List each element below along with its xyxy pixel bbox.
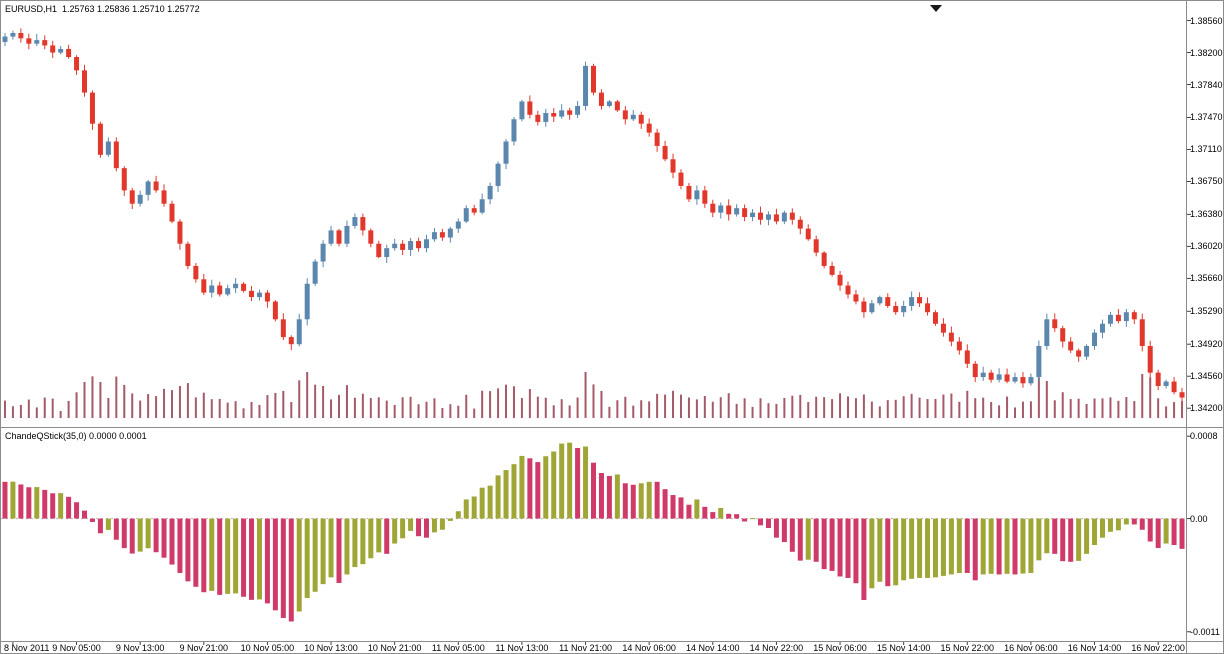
indicator-axis-label: 0.00 xyxy=(1190,513,1208,524)
price-axis-label: 1.36750 xyxy=(1190,176,1223,187)
indicator-axis-label: -0.0011 xyxy=(1190,626,1220,637)
time-axis-label: 16 Nov 06:00 xyxy=(1004,643,1058,653)
indicator-axis-label: 0.0008 xyxy=(1190,431,1218,442)
time-axis-label: 10 Nov 21:00 xyxy=(367,643,422,653)
time-axis-label: 14 Nov 22:00 xyxy=(749,643,804,653)
time-axis-label: 9 Nov 05:00 xyxy=(52,643,101,653)
time-axis-label: 9 Nov 13:00 xyxy=(115,643,165,653)
price-axis-label: 1.37470 xyxy=(1190,112,1223,123)
time-axis-label: 15 Nov 22:00 xyxy=(940,643,995,653)
price-axis-label: 1.37110 xyxy=(1190,144,1222,155)
time-axis-label: 11 Nov 05:00 xyxy=(431,643,485,653)
price-axis-label: 1.35660 xyxy=(1190,273,1223,284)
price-axis-label: 1.34560 xyxy=(1190,371,1223,382)
price-pane-title: EURUSD,H1 1.25763 1.25836 1.25710 1.2577… xyxy=(5,4,200,14)
price-axis-label: 1.34200 xyxy=(1190,403,1223,414)
time-axis-separator xyxy=(1,641,1223,642)
price-axis-label: 1.36020 xyxy=(1190,241,1223,252)
price-axis-label: 1.37840 xyxy=(1190,79,1223,90)
time-axis-label: 10 Nov 13:00 xyxy=(304,643,358,653)
time-axis-label: 11 Nov 13:00 xyxy=(495,643,549,653)
price-axis-label: 1.38560 xyxy=(1190,15,1223,26)
time-axis-label: 10 Nov 05:00 xyxy=(240,643,295,653)
time-axis-label: 14 Nov 14:00 xyxy=(686,643,740,653)
time-axis-label: 16 Nov 22:00 xyxy=(1131,643,1185,653)
chart-shift-marker-icon[interactable] xyxy=(930,5,942,12)
indicator-pane-title: ChandeQStick(35,0) 0.0000 0.0001 xyxy=(5,431,147,441)
price-y-axis[interactable]: 1.38560 1.38200 1.37840 1.37470 1.37110 1.367… xyxy=(1186,1,1223,427)
price-axis-separator xyxy=(1186,1,1187,653)
price-axis-label: 1.36380 xyxy=(1190,209,1223,220)
time-axis-label: 8 Nov 2011 xyxy=(4,643,50,653)
time-axis-label: 9 Nov 21:00 xyxy=(179,643,229,653)
time-axis-label: 15 Nov 14:00 xyxy=(876,643,931,653)
time-axis-label: 16 Nov 14:00 xyxy=(1067,643,1122,653)
time-axis-label: 15 Nov 06:00 xyxy=(813,643,867,653)
time-axis-label: 11 Nov 21:00 xyxy=(559,643,612,653)
price-axis-label: 1.34920 xyxy=(1190,339,1223,350)
pane-divider[interactable] xyxy=(1,427,1223,428)
price-axis-label: 1.38200 xyxy=(1190,47,1223,58)
indicator-y-axis[interactable]: 0.0008 0.00 -0.0011 xyxy=(1186,428,1223,641)
price-axis-label: 1.35290 xyxy=(1190,306,1223,317)
time-axis-label: 14 Nov 06:00 xyxy=(622,643,676,653)
time-x-axis[interactable]: 8 Nov 2011 9 Nov 05:00 9 Nov 13:00 9 Nov 21… xyxy=(1,641,1186,653)
